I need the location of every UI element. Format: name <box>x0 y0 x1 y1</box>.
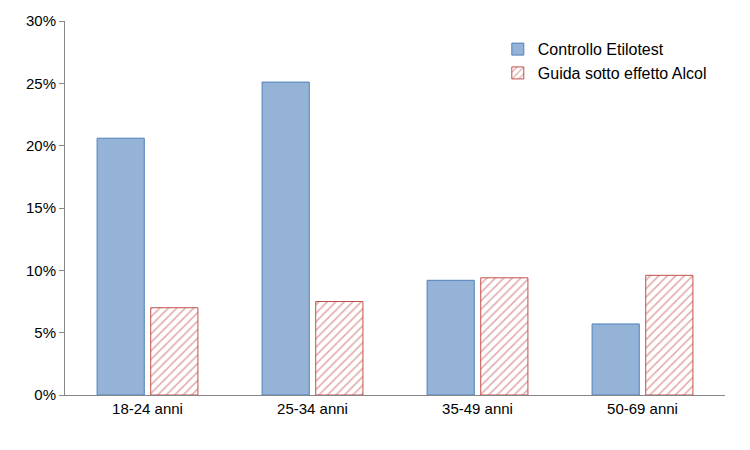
svg-text:10%: 10% <box>26 262 56 279</box>
svg-text:20%: 20% <box>26 137 56 154</box>
svg-text:Controllo Etilotest: Controllo Etilotest <box>538 41 664 58</box>
svg-text:0%: 0% <box>34 386 56 403</box>
svg-text:5%: 5% <box>34 324 56 341</box>
svg-text:15%: 15% <box>26 199 56 216</box>
svg-text:50-69 anni: 50-69 anni <box>607 400 678 417</box>
svg-text:25%: 25% <box>26 75 56 92</box>
svg-text:Guida sotto effetto Alcol: Guida sotto effetto Alcol <box>538 65 707 82</box>
svg-text:35-49 anni: 35-49 anni <box>442 400 513 417</box>
svg-text:30%: 30% <box>26 12 56 29</box>
svg-text:25-34 anni: 25-34 anni <box>277 400 348 417</box>
svg-text:18-24 anni: 18-24 anni <box>112 400 183 417</box>
